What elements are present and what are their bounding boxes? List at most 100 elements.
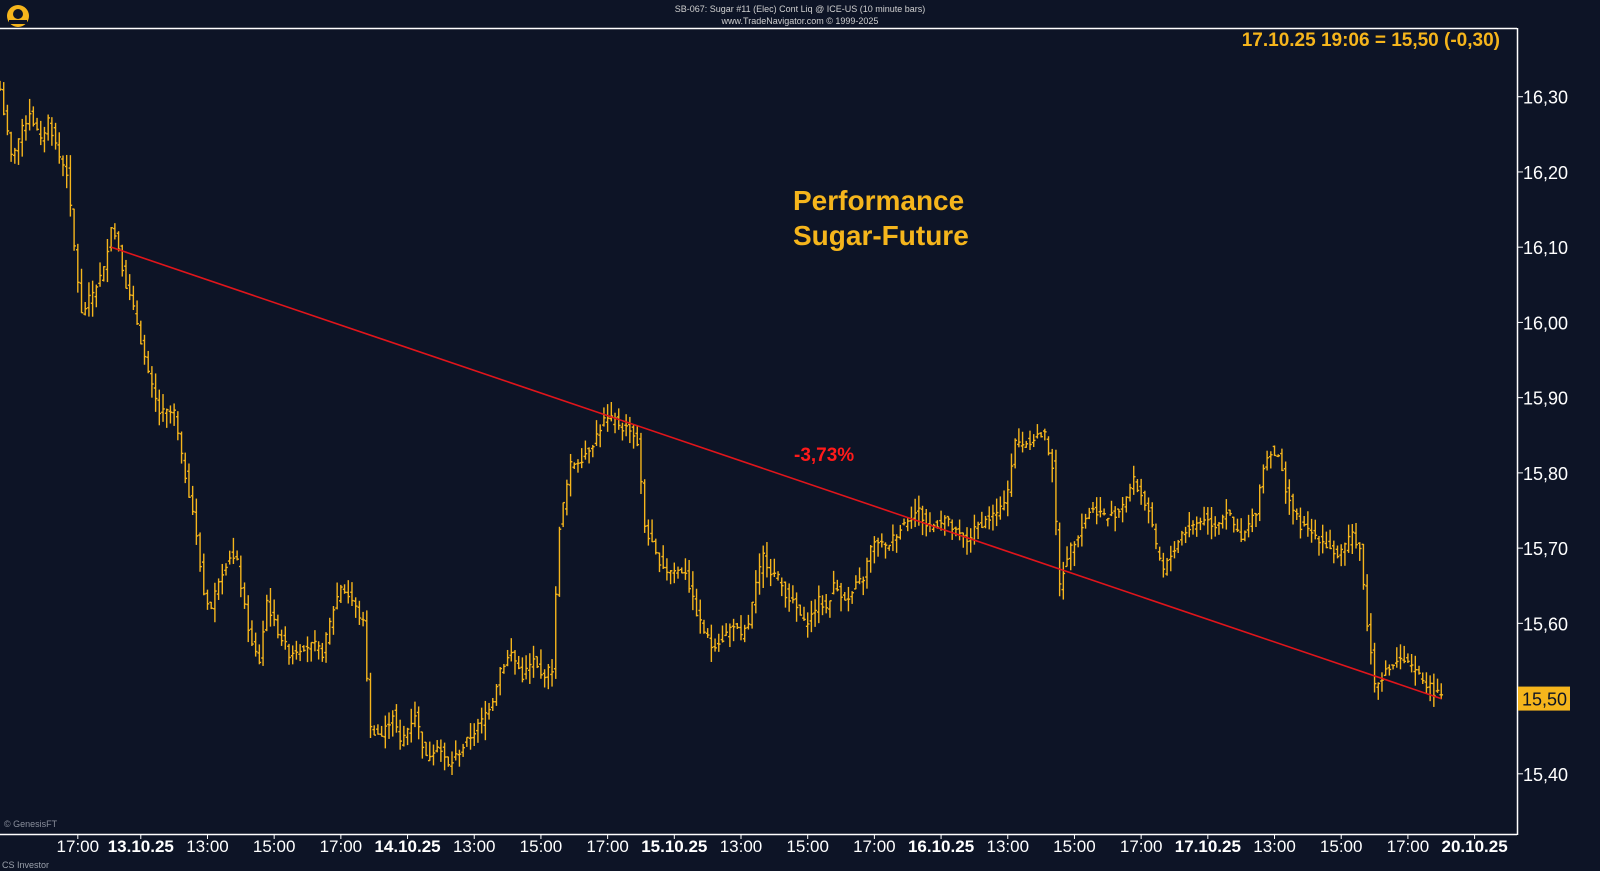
ohlc-bar — [383, 715, 388, 749]
ohlc-bar — [805, 612, 810, 638]
ohlc-bar — [368, 672, 373, 739]
chart-title-line-2: Sugar-Future — [793, 220, 969, 251]
ohlc-bar — [754, 570, 758, 614]
ohlc-bar — [53, 122, 58, 150]
ohlc-bar — [1350, 524, 1355, 555]
ohlc-bar — [1376, 682, 1381, 700]
ohlc-bar — [898, 524, 903, 540]
ohlc-bar — [453, 740, 458, 761]
ohlc-bar — [505, 649, 510, 667]
ohlc-bar — [946, 515, 951, 527]
ohlc-bar — [1031, 434, 1036, 448]
ohlc-bar — [1168, 545, 1173, 572]
ohlc-bar — [1294, 508, 1299, 520]
ohlc-bar — [1005, 480, 1010, 517]
ohlc-bar — [1157, 546, 1162, 561]
ohlc-bar — [1365, 574, 1369, 632]
ohlc-bar — [631, 424, 636, 449]
ohlc-bar — [298, 644, 302, 662]
ohlc-bar — [183, 452, 188, 484]
ohlc-bar — [1143, 490, 1147, 511]
ohlc-bar — [639, 432, 643, 495]
ohlc-bar — [227, 550, 232, 565]
ohlc-bar — [1254, 512, 1258, 528]
ohlc-bar — [416, 706, 421, 740]
ohlc-bar — [520, 657, 525, 683]
ohlc-bar — [316, 641, 321, 660]
ohlc-bar — [1246, 514, 1251, 538]
ohlc-bar — [235, 550, 239, 561]
chart-title-line-1: Performance — [793, 185, 964, 216]
ohlc-bar — [516, 655, 521, 670]
ohlc-bar — [79, 268, 84, 314]
ohlc-bar — [1065, 546, 1069, 568]
ohlc-bar — [824, 594, 829, 614]
ohlc-bar — [5, 104, 10, 136]
ohlc-bar — [509, 638, 514, 662]
ohlc-bar — [1076, 535, 1080, 548]
ohlc-bar — [124, 259, 128, 290]
ohlc-bar — [1187, 512, 1192, 538]
ohlc-bar — [1043, 428, 1047, 441]
ohlc-bar — [550, 659, 554, 687]
ohlc-bar — [324, 632, 328, 663]
ohlc-bar — [1302, 516, 1306, 527]
ohlc-bar — [1128, 483, 1132, 502]
ohlc-bar — [1265, 450, 1269, 471]
ohlc-bar — [653, 538, 658, 555]
ohlc-bar — [691, 571, 695, 611]
ohlc-bar — [598, 424, 603, 448]
ohlc-bar — [1346, 524, 1351, 553]
ohlc-bar — [1409, 654, 1414, 673]
ohlc-bar — [187, 463, 191, 498]
ohlc-bar — [1046, 436, 1051, 456]
ohlc-bar — [76, 243, 80, 293]
ohlc-bar — [1424, 672, 1429, 694]
ohlc-bar — [576, 459, 580, 473]
ohlc-bar — [1206, 507, 1210, 535]
ohlc-bar — [872, 536, 877, 564]
ohlc-bar — [657, 552, 662, 573]
ohlc-bar — [16, 138, 21, 165]
ohlc-bar — [457, 749, 462, 767]
ohlc-bar — [1098, 497, 1103, 518]
ohlc-bar — [1102, 508, 1106, 516]
ohlc-bar — [735, 622, 740, 629]
ohlc-bar — [413, 701, 417, 728]
ohlc-bar — [905, 518, 910, 532]
ohlc-bar — [1420, 672, 1425, 684]
ohlc-bar — [64, 154, 69, 189]
ohlc-bar — [672, 562, 677, 584]
ohlc-bar — [939, 510, 943, 531]
x-tick-label: 15:00 — [253, 837, 296, 856]
ohlc-bar — [379, 725, 384, 737]
ohlc-bar — [983, 515, 988, 529]
ohlc-bar — [817, 585, 821, 624]
ohlc-bar — [276, 614, 280, 639]
ohlc-bar — [1172, 541, 1177, 559]
x-tick-label: 17:00 — [1120, 837, 1163, 856]
ohlc-bar — [1109, 500, 1114, 517]
ohlc-bar — [61, 155, 65, 177]
ohlc-bar — [1276, 454, 1281, 458]
ohlc-bar — [1406, 653, 1410, 664]
x-tick-label: 15:00 — [786, 837, 829, 856]
ohlc-bar — [150, 366, 154, 398]
price-bars — [0, 80, 1444, 776]
x-tick-label: 17:00 — [586, 837, 629, 856]
ohlc-bar — [1439, 683, 1444, 700]
y-tick-label: 16,20 — [1523, 163, 1568, 183]
ohlc-bar — [176, 411, 180, 441]
ohlc-bar — [931, 523, 936, 533]
ohlc-bar — [113, 223, 117, 240]
ohlc-bar — [1354, 522, 1358, 549]
ohlc-bar — [253, 632, 258, 657]
x-tick-label: 16.10.25 — [908, 837, 974, 856]
ohlc-bar — [1165, 557, 1169, 576]
ohlc-bar — [465, 736, 469, 747]
ohlc-bar — [372, 725, 377, 736]
ohlc-bar — [683, 558, 688, 580]
ohlc-bar — [635, 425, 640, 447]
ohlc-bar — [479, 707, 484, 734]
